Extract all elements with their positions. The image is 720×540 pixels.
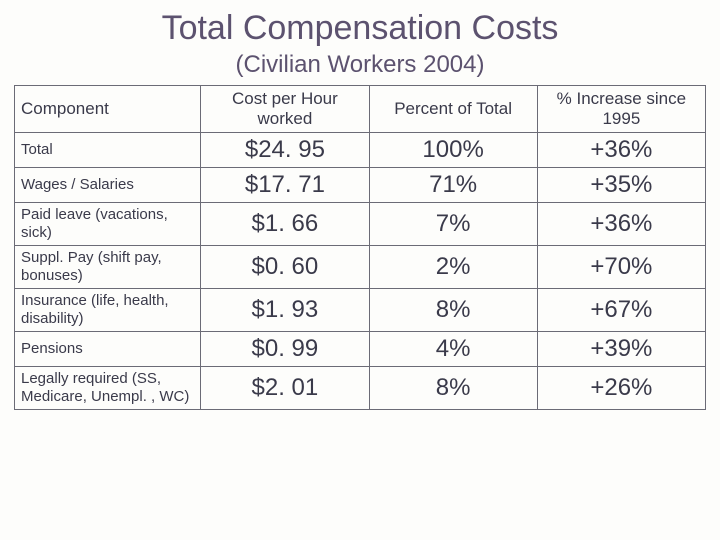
cell-cost: $17. 71 bbox=[201, 168, 369, 203]
col-header-increase: % Increase since 1995 bbox=[537, 86, 705, 133]
cell-component: Total bbox=[15, 133, 201, 168]
cell-percent: 2% bbox=[369, 246, 537, 289]
cell-increase: +36% bbox=[537, 133, 705, 168]
cell-percent: 8% bbox=[369, 367, 537, 410]
cell-component: Wages / Salaries bbox=[15, 168, 201, 203]
table-row: Pensions $0. 99 4% +39% bbox=[15, 332, 706, 367]
cell-cost: $2. 01 bbox=[201, 367, 369, 410]
cell-component: Suppl. Pay (shift pay, bonuses) bbox=[15, 246, 201, 289]
cell-cost: $1. 93 bbox=[201, 289, 369, 332]
page-subtitle: (Civilian Workers 2004) bbox=[14, 51, 706, 79]
cell-component: Pensions bbox=[15, 332, 201, 367]
cell-percent: 4% bbox=[369, 332, 537, 367]
table-row: Suppl. Pay (shift pay, bonuses) $0. 60 2… bbox=[15, 246, 706, 289]
col-header-component: Component bbox=[15, 86, 201, 133]
cell-cost: $1. 66 bbox=[201, 203, 369, 246]
cell-increase: +26% bbox=[537, 367, 705, 410]
cell-cost: $24. 95 bbox=[201, 133, 369, 168]
cell-increase: +39% bbox=[537, 332, 705, 367]
cell-percent: 7% bbox=[369, 203, 537, 246]
cell-increase: +70% bbox=[537, 246, 705, 289]
table-header-row: Component Cost per Hour worked Percent o… bbox=[15, 86, 706, 133]
col-header-cost: Cost per Hour worked bbox=[201, 86, 369, 133]
cell-increase: +67% bbox=[537, 289, 705, 332]
cell-component: Insurance (life, health, disability) bbox=[15, 289, 201, 332]
cell-percent: 100% bbox=[369, 133, 537, 168]
cell-cost: $0. 99 bbox=[201, 332, 369, 367]
cell-percent: 71% bbox=[369, 168, 537, 203]
table-row: Total $24. 95 100% +36% bbox=[15, 133, 706, 168]
table-row: Insurance (life, health, disability) $1.… bbox=[15, 289, 706, 332]
col-header-percent: Percent of Total bbox=[369, 86, 537, 133]
cell-increase: +35% bbox=[537, 168, 705, 203]
cell-component: Paid leave (vacations, sick) bbox=[15, 203, 201, 246]
cell-percent: 8% bbox=[369, 289, 537, 332]
page-title: Total Compensation Costs bbox=[14, 10, 706, 47]
cell-component: Legally required (SS, Medicare, Unempl. … bbox=[15, 367, 201, 410]
table-row: Wages / Salaries $17. 71 71% +35% bbox=[15, 168, 706, 203]
table-row: Paid leave (vacations, sick) $1. 66 7% +… bbox=[15, 203, 706, 246]
cell-cost: $0. 60 bbox=[201, 246, 369, 289]
compensation-table: Component Cost per Hour worked Percent o… bbox=[14, 85, 706, 410]
cell-increase: +36% bbox=[537, 203, 705, 246]
table-row: Legally required (SS, Medicare, Unempl. … bbox=[15, 367, 706, 410]
